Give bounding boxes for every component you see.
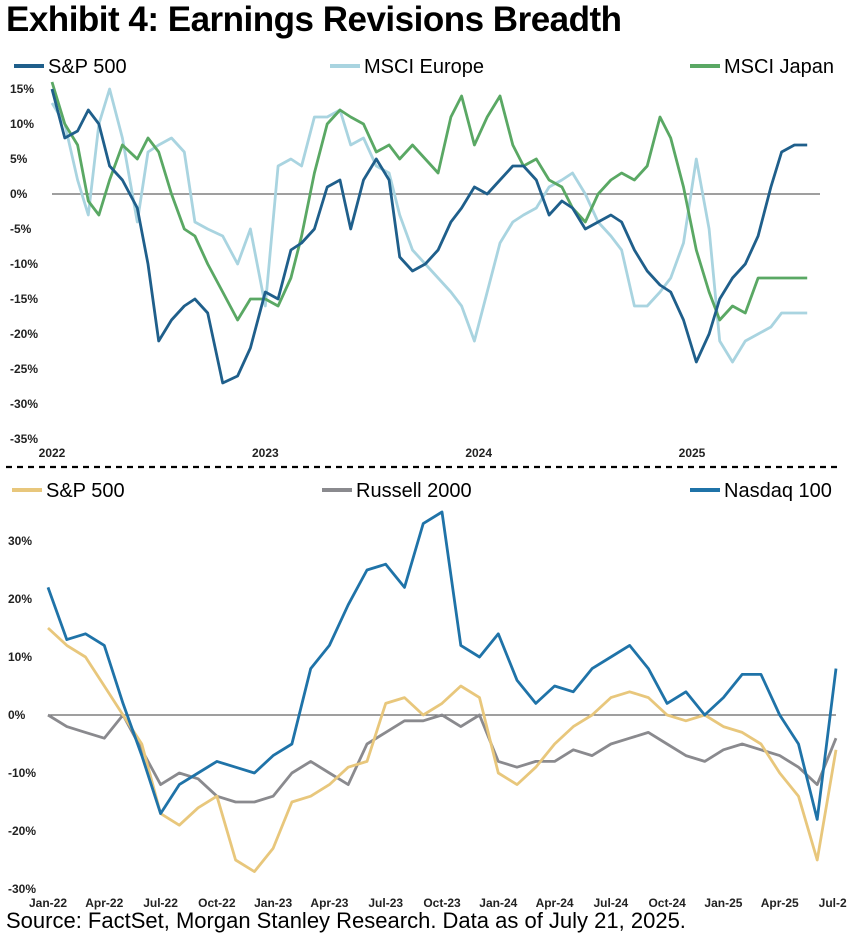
top-x-tick-label: 2024 <box>465 446 492 460</box>
series-line-russell-2000 <box>47 713 838 804</box>
top-y-tick-label: 0% <box>10 187 28 201</box>
legend-label: Russell 2000 <box>356 480 472 502</box>
top-x-tick-label: 2023 <box>252 446 279 460</box>
top-y-tick-label: -10% <box>10 257 38 271</box>
bottom-x-tick-label: Jan-25 <box>704 896 742 910</box>
series-line-msci-japan <box>50 81 808 322</box>
bottom-panel-chart: 30% 20% 10% 0% -10% -20% -30%Jan-22 Apr-22 Jul-2… <box>8 480 847 910</box>
bottom-x-tick-label: Jan-23 <box>254 896 292 910</box>
series-line-s-p-500 <box>50 88 808 385</box>
top-y-tick-label: 15% <box>10 82 34 96</box>
bottom-y-tick-label: 20% <box>8 592 32 606</box>
top-y-tick-label: 5% <box>10 152 28 166</box>
bottom-x-tick-label: Apr-24 <box>536 896 574 910</box>
bottom-y-tick-label: 10% <box>8 650 32 664</box>
top-y-tick-label: -15% <box>10 292 38 306</box>
top-y-tick-label: -25% <box>10 362 38 376</box>
bottom-y-tick-label: 30% <box>8 534 32 548</box>
top-y-tick-label: -35% <box>10 432 38 446</box>
source-note: Source: FactSet, Morgan Stanley Research… <box>6 908 686 933</box>
bottom-x-tick-label: Jul-25 <box>819 896 847 910</box>
bottom-x-tick-label: Jan-22 <box>29 896 67 910</box>
exhibit-title: Exhibit 4: Earnings Revisions Breadth <box>6 0 622 39</box>
bottom-x-tick-label: Jul-23 <box>368 896 403 910</box>
bottom-y-tick-label: -20% <box>8 824 36 838</box>
legend-label: MSCI Europe <box>364 56 484 78</box>
bottom-x-tick-label: Apr-25 <box>761 896 799 910</box>
series-line-msci-europe <box>50 87 808 364</box>
top-y-tick-label: -30% <box>10 397 38 411</box>
legend-label: S&P 500 <box>48 56 127 78</box>
series-line-s-p-500 <box>47 626 838 873</box>
bottom-x-tick-label: Apr-22 <box>85 896 123 910</box>
legend-label: Nasdaq 100 <box>724 480 832 502</box>
legend-label: MSCI Japan <box>724 56 834 78</box>
bottom-x-tick-label: Oct-23 <box>423 896 461 910</box>
top-y-tick-label: 10% <box>10 117 34 131</box>
bottom-x-tick-label: Oct-24 <box>648 896 686 910</box>
bottom-x-tick-label: Apr-23 <box>310 896 348 910</box>
top-panel-chart: 15%10%5%0%-5%-10%-15%-20%-25%-30%-35%202… <box>10 56 834 460</box>
bottom-x-tick-label: Jul-24 <box>594 896 629 910</box>
top-x-tick-label: 2025 <box>679 446 706 460</box>
bottom-x-tick-label: Jul-22 <box>143 896 178 910</box>
legend-label: S&P 500 <box>46 480 125 502</box>
series-line-nasdaq-100 <box>46 510 838 821</box>
bottom-x-tick-label: Jan-24 <box>479 896 517 910</box>
top-y-tick-label: -5% <box>10 222 32 236</box>
bottom-x-tick-label: Oct-22 <box>198 896 236 910</box>
bottom-y-tick-label: 0% <box>8 708 26 722</box>
bottom-y-tick-label: -30% <box>8 882 36 896</box>
top-x-tick-label: 2022 <box>39 446 66 460</box>
bottom-y-tick-label: -10% <box>8 766 36 780</box>
top-y-tick-label: -20% <box>10 327 38 341</box>
